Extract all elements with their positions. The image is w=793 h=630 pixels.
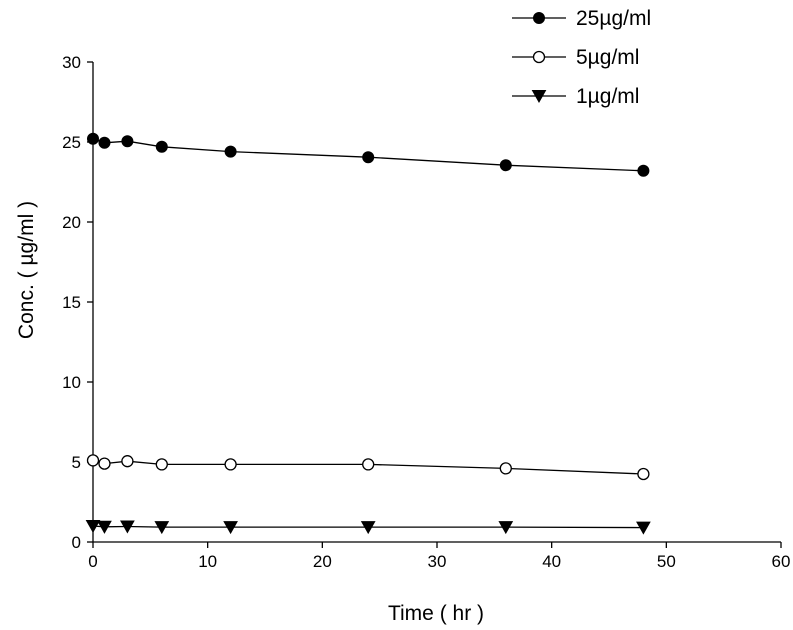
data-point — [98, 457, 111, 470]
data-point — [637, 467, 650, 481]
series-3 — [85, 520, 651, 535]
series-2 — [86, 454, 650, 481]
y-tick-label: 15 — [62, 293, 81, 312]
legend-marker — [533, 12, 545, 24]
data-point — [360, 521, 376, 535]
x-axis-title: Time ( hr ) — [388, 602, 484, 625]
data-point — [98, 136, 111, 149]
x-tick-label: 40 — [542, 552, 561, 571]
x-tick-label: 50 — [657, 552, 676, 571]
data-point — [636, 521, 651, 535]
data-point — [155, 140, 168, 153]
data-point — [97, 520, 112, 534]
legend-label: 5µg/ml — [576, 46, 639, 69]
data-point — [121, 135, 134, 148]
data-point — [223, 521, 238, 535]
data-point — [121, 455, 134, 468]
data-point — [637, 164, 650, 177]
x-tick-label: 20 — [313, 552, 332, 571]
y-tick-label: 25 — [62, 133, 81, 152]
x-tick-label: 30 — [428, 552, 447, 571]
legend-marker — [532, 50, 546, 64]
legend-marker — [531, 90, 547, 104]
data-point — [87, 132, 99, 145]
y-tick-label: 20 — [62, 213, 81, 232]
series-layer — [85, 132, 651, 535]
data-point — [499, 159, 512, 172]
legend-item: 25µg/ml — [512, 7, 651, 30]
legend-item: 1µg/ml — [512, 85, 639, 108]
legend: 25µg/ml 5µg/ml 1µg/ml — [512, 7, 651, 108]
y-tick-label: 5 — [72, 453, 81, 472]
data-point — [120, 520, 135, 534]
y-tick-label: 0 — [72, 533, 81, 552]
y-axis-title: Conc. ( µg/ml ) — [15, 201, 38, 339]
data-point — [154, 521, 170, 535]
x-tick-label: 0 — [88, 552, 97, 571]
legend-label: 1µg/ml — [576, 85, 639, 108]
data-point — [85, 520, 101, 534]
data-point — [224, 458, 237, 471]
data-point — [155, 458, 168, 471]
axes: 0 10 20 30 40 50 60 0 5 10 15 20 25 30 — [62, 53, 790, 571]
data-point — [362, 458, 375, 471]
y-tick-label: 30 — [62, 53, 81, 72]
x-tick-label: 10 — [198, 552, 217, 571]
data-point — [362, 151, 375, 164]
data-point — [498, 521, 514, 535]
series-1 — [87, 132, 650, 177]
y-tick-label: 10 — [62, 373, 81, 392]
legend-label: 25µg/ml — [576, 7, 651, 30]
data-point — [224, 145, 237, 158]
legend-item: 5µg/ml — [512, 46, 639, 69]
data-point — [499, 462, 512, 475]
data-point — [86, 454, 100, 467]
x-tick-label: 60 — [772, 552, 791, 571]
